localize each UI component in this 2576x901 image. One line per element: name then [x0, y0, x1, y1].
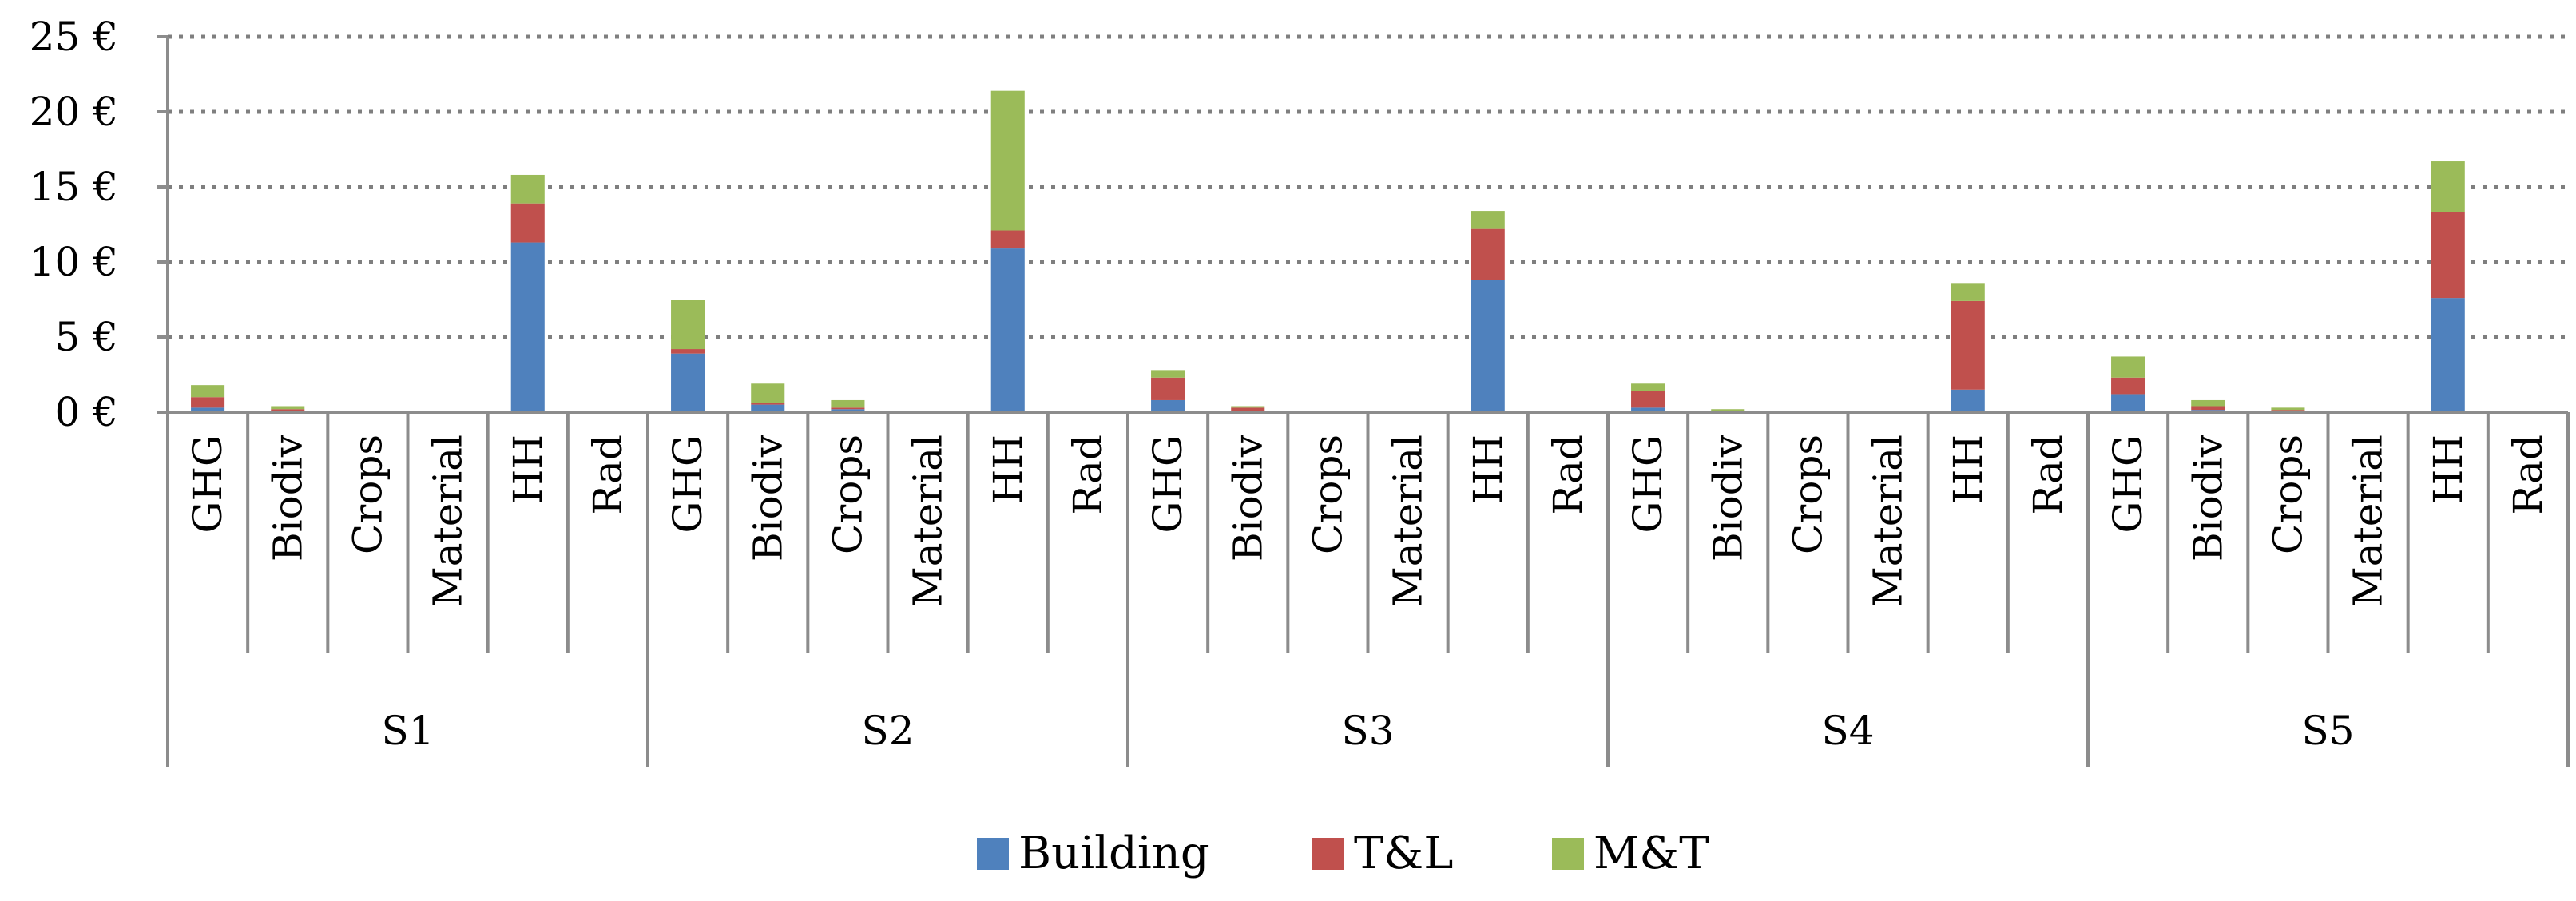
bar-segment [990, 248, 1025, 412]
bar-segment [191, 397, 225, 408]
category-label: Material [2345, 435, 2391, 607]
category-label: Rad [2505, 435, 2551, 515]
category-label: Rad [1545, 435, 1591, 515]
bar-segment [1951, 389, 1985, 412]
category-label: Crops [1784, 435, 1831, 554]
category-label: Rad [1065, 435, 1111, 515]
legend-swatch [1552, 838, 1584, 870]
bar-segment [191, 407, 225, 412]
legend-swatch [1312, 838, 1344, 870]
group-labels: S1 S2 S3 S4 S5 [381, 708, 2354, 754]
category-label: GHG [1625, 435, 1671, 534]
bar-segment [510, 242, 545, 412]
bar-segment [1151, 370, 1185, 378]
category-label: Biodiv [2185, 434, 2231, 562]
bar-segment [751, 404, 785, 412]
group-label: S2 [861, 708, 914, 754]
bar-segment [2191, 406, 2225, 411]
bar-segment [1151, 377, 1185, 400]
group-label: S4 [1821, 708, 1874, 754]
bar-segment [2111, 356, 2145, 378]
bar-segment [671, 300, 705, 350]
bars [191, 90, 2465, 412]
category-label: Crops [2264, 435, 2311, 554]
category-label: Crops [1304, 435, 1351, 554]
category-label: Material [1865, 435, 1911, 607]
legend-swatch [977, 838, 1009, 870]
legend-label: M&T [1594, 828, 1709, 879]
category-label: GHG [665, 435, 711, 534]
category-label: GHG [1145, 435, 1191, 534]
bar-segment [1951, 283, 1985, 301]
bar-segment [1631, 391, 1665, 408]
bar-segment [2111, 394, 2145, 412]
grid-lines [168, 34, 2568, 339]
bar-segment [831, 399, 865, 408]
bar-segment [510, 174, 545, 204]
bar-segment [2111, 377, 2145, 395]
y-tick-label: 0 € [54, 389, 118, 435]
bar-segment [1631, 407, 1665, 412]
bar-segment [1471, 211, 1505, 229]
y-axis-tick-labels: 0 € 5 € 10 € 15 € 20 € 25 € [30, 14, 118, 435]
category-label: HH [985, 435, 1031, 504]
category-label: Biodiv [1224, 434, 1271, 562]
bar-segment [2431, 298, 2465, 412]
category-label: HH [1945, 435, 1991, 504]
bar-segment [671, 349, 705, 354]
bar-segment [2431, 212, 2465, 299]
bar-segment [1471, 280, 1505, 412]
group-label: S5 [2301, 708, 2354, 754]
bar-segment [271, 406, 305, 410]
category-label: HH [1465, 435, 1511, 504]
bar-segment [1951, 300, 1985, 390]
bar-segment [831, 407, 865, 410]
legend-label: T&L [1354, 828, 1453, 879]
category-labels: GHG Biodiv Crops Material HH Rad GHG Biodiv Crop… [185, 434, 2551, 607]
y-tick-label: 15 € [30, 164, 118, 210]
bar-segment [271, 409, 305, 411]
bar-segment [1711, 409, 1745, 411]
y-tick-label: 20 € [30, 89, 118, 135]
y-tick-label: 10 € [30, 239, 118, 285]
category-label: HH [2425, 435, 2471, 504]
bar-segment [990, 90, 1025, 231]
bar-segment [2271, 407, 2305, 411]
bar-segment [1231, 407, 1265, 411]
bar-segment [671, 353, 705, 412]
bar-segment [191, 385, 225, 398]
category-label: Material [905, 435, 951, 607]
group-label: S1 [381, 708, 434, 754]
category-label: HH [505, 435, 551, 504]
category-label: Crops [344, 435, 391, 554]
category-label: Biodiv [744, 434, 791, 562]
category-label: Material [425, 435, 471, 607]
y-tick-label: 5 € [54, 314, 118, 360]
bar-segment [751, 383, 785, 403]
legend: Building T&L M&T [977, 828, 1709, 879]
y-tick-label: 25 € [30, 14, 118, 60]
legend-label: Building [1018, 828, 1209, 879]
category-label: Biodiv [264, 434, 311, 562]
bar-segment [1231, 406, 1265, 408]
group-label: S3 [1341, 708, 1394, 754]
bar-segment [751, 403, 785, 405]
bar-segment [2431, 161, 2465, 212]
bar-segment [990, 230, 1025, 249]
category-label: GHG [185, 435, 231, 534]
category-label: Biodiv [1705, 434, 1751, 562]
bar-segment [1151, 399, 1185, 412]
category-label: GHG [2105, 435, 2151, 534]
category-label: Material [1385, 435, 1431, 607]
bar-segment [2191, 399, 2225, 407]
bar-segment [1471, 228, 1505, 280]
category-label: Rad [2025, 435, 2071, 515]
axes [157, 35, 2570, 767]
bar-segment [1631, 383, 1665, 391]
category-label: Rad [585, 435, 631, 515]
bar-segment [510, 203, 545, 243]
category-label: Crops [824, 435, 871, 554]
